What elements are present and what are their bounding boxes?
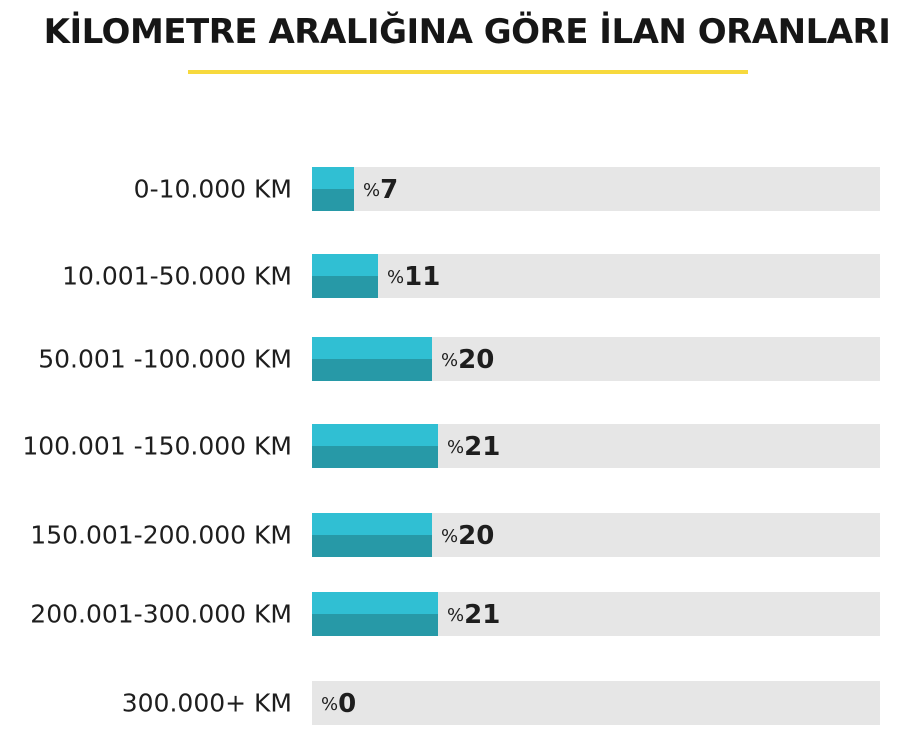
bar-track bbox=[312, 167, 880, 211]
data-label: %20 bbox=[441, 521, 494, 551]
bar-bottom-half bbox=[312, 189, 354, 211]
bar-bottom-half bbox=[312, 446, 438, 468]
bar bbox=[312, 337, 432, 381]
bar bbox=[312, 424, 438, 468]
category-label: 300.000+ KM bbox=[122, 689, 292, 718]
category-label: 100.001 -150.000 KM bbox=[22, 432, 292, 461]
bar bbox=[312, 513, 432, 557]
data-label: %7 bbox=[363, 175, 398, 205]
data-label: %11 bbox=[387, 262, 440, 292]
bar-track bbox=[312, 681, 880, 725]
category-label: 200.001-300.000 KM bbox=[30, 600, 292, 629]
data-label: %0 bbox=[321, 689, 356, 719]
chart-title: KİLOMETRE ARALIĞINA GÖRE İLAN ORANLARI bbox=[43, 12, 891, 52]
data-label: %21 bbox=[447, 600, 500, 630]
bar-top-half bbox=[312, 337, 432, 359]
data-label: %21 bbox=[447, 432, 500, 462]
bar-bottom-half bbox=[312, 614, 438, 636]
category-label: 150.001-200.000 KM bbox=[30, 521, 292, 550]
bar-track bbox=[312, 254, 880, 298]
bar-bottom-half bbox=[312, 535, 432, 557]
data-label: %20 bbox=[441, 345, 494, 375]
bar-bottom-half bbox=[312, 276, 378, 298]
title-underline bbox=[188, 70, 748, 74]
bar-top-half bbox=[312, 513, 432, 535]
category-label: 0-10.000 KM bbox=[134, 175, 292, 204]
bar-top-half bbox=[312, 254, 378, 276]
bar-top-half bbox=[312, 592, 438, 614]
bar-bottom-half bbox=[312, 359, 432, 381]
bar-top-half bbox=[312, 167, 354, 189]
bar bbox=[312, 167, 354, 211]
category-label: 50.001 -100.000 KM bbox=[38, 345, 292, 374]
bar bbox=[312, 592, 438, 636]
bar-top-half bbox=[312, 424, 438, 446]
category-label: 10.001-50.000 KM bbox=[62, 262, 292, 291]
bar bbox=[312, 254, 378, 298]
